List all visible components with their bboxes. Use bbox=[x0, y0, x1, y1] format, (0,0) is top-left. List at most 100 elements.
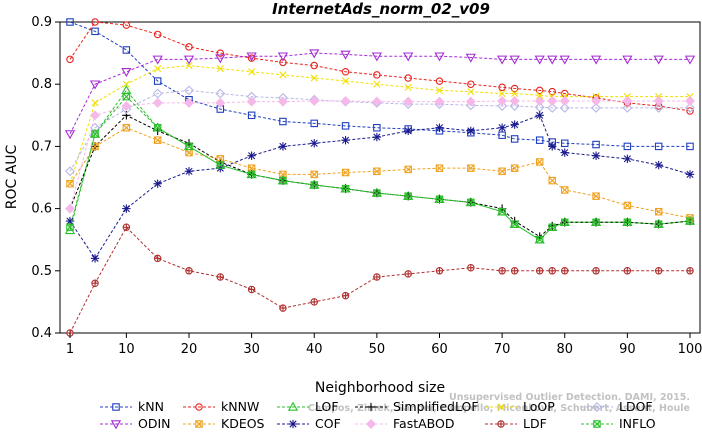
data-point bbox=[467, 263, 475, 272]
data-point bbox=[536, 91, 544, 99]
data-point bbox=[247, 111, 256, 120]
data-point bbox=[66, 55, 74, 64]
data-point bbox=[373, 80, 381, 88]
data-point bbox=[684, 55, 696, 65]
x-tick-label: 90 bbox=[619, 342, 636, 357]
data-point bbox=[153, 254, 162, 263]
data-point bbox=[215, 54, 226, 64]
data-point bbox=[592, 402, 602, 412]
data-point bbox=[534, 96, 545, 106]
data-point bbox=[366, 419, 376, 429]
data-point bbox=[623, 267, 632, 275]
data-point bbox=[434, 52, 445, 62]
data-point bbox=[497, 403, 505, 411]
data-point bbox=[404, 83, 412, 91]
data-point bbox=[279, 58, 287, 67]
data-point bbox=[548, 87, 556, 96]
data-point bbox=[686, 142, 694, 151]
data-point bbox=[654, 142, 663, 151]
data-point bbox=[215, 97, 226, 108]
data-point bbox=[340, 96, 351, 106]
data-point bbox=[548, 142, 557, 151]
data-point bbox=[366, 402, 376, 412]
data-point bbox=[559, 102, 570, 113]
watermark-line: Unsupervised Outlier Detection. DAMI, 20… bbox=[449, 392, 690, 403]
data-point bbox=[510, 135, 519, 143]
data-point bbox=[91, 27, 99, 36]
data-point bbox=[310, 298, 318, 306]
data-point bbox=[310, 74, 318, 82]
data-point bbox=[371, 96, 382, 107]
data-point bbox=[623, 201, 632, 210]
x-tick-label: 50 bbox=[369, 342, 386, 357]
x-axis-ticks: 1 10 20 30 40 50 60 70 80 90 100 bbox=[66, 333, 702, 357]
data-point bbox=[309, 96, 320, 106]
data-point bbox=[372, 132, 382, 142]
data-point bbox=[371, 52, 383, 62]
data-point bbox=[435, 164, 444, 172]
data-point bbox=[195, 403, 203, 411]
data-point bbox=[91, 130, 99, 138]
data-point bbox=[548, 223, 556, 232]
x-tick-label: 10 bbox=[118, 342, 135, 357]
data-point bbox=[153, 179, 162, 188]
data-point bbox=[591, 96, 602, 106]
data-point bbox=[560, 139, 569, 148]
data-point bbox=[435, 195, 444, 204]
data-point bbox=[122, 223, 131, 232]
data-point bbox=[592, 140, 600, 149]
data-point bbox=[510, 267, 519, 275]
data-point bbox=[373, 71, 381, 79]
data-point bbox=[153, 123, 162, 132]
data-point bbox=[341, 77, 350, 85]
legend-item-knnw: kNNW bbox=[183, 399, 259, 414]
data-point bbox=[341, 135, 350, 145]
data-point bbox=[510, 84, 519, 93]
data-point bbox=[498, 167, 506, 176]
data-point bbox=[216, 273, 225, 281]
data-point bbox=[247, 151, 256, 160]
data-point bbox=[498, 83, 506, 92]
legend-item-kdeos: KDEOS bbox=[183, 416, 265, 431]
data-point bbox=[511, 89, 519, 98]
legend-label: KDEOS bbox=[221, 416, 265, 431]
data-point bbox=[122, 92, 131, 101]
data-point bbox=[685, 102, 695, 113]
data-point bbox=[465, 53, 476, 63]
data-point bbox=[686, 267, 694, 275]
legend-item-ldf: LDF bbox=[485, 416, 547, 431]
data-point bbox=[341, 68, 350, 76]
data-point bbox=[122, 46, 131, 54]
data-point bbox=[341, 168, 350, 177]
data-point bbox=[310, 181, 318, 189]
data-point bbox=[310, 170, 318, 179]
data-point bbox=[373, 123, 381, 132]
data-point bbox=[309, 49, 320, 59]
data-point bbox=[509, 100, 520, 111]
data-point bbox=[622, 102, 633, 113]
data-point bbox=[560, 267, 569, 275]
data-point bbox=[547, 55, 558, 65]
data-point bbox=[373, 189, 381, 197]
series-kdeos bbox=[66, 123, 694, 222]
data-point bbox=[91, 18, 99, 26]
legend-label: SimplifiedLOF bbox=[393, 399, 479, 414]
data-point bbox=[465, 96, 476, 107]
data-point bbox=[373, 167, 381, 176]
data-point bbox=[535, 158, 544, 166]
data-point bbox=[686, 107, 694, 115]
data-point bbox=[91, 279, 99, 287]
series-line bbox=[69, 95, 691, 241]
data-point bbox=[341, 291, 350, 300]
data-point bbox=[509, 55, 520, 65]
series-line bbox=[69, 114, 691, 238]
data-point bbox=[434, 96, 445, 107]
data-point bbox=[653, 55, 664, 65]
data-point bbox=[498, 207, 506, 216]
data-point bbox=[184, 167, 194, 176]
data-point bbox=[216, 161, 225, 169]
y-tick-label: 0.5 bbox=[31, 264, 52, 279]
data-point bbox=[91, 142, 99, 151]
data-point bbox=[685, 170, 695, 179]
data-point bbox=[535, 267, 544, 275]
